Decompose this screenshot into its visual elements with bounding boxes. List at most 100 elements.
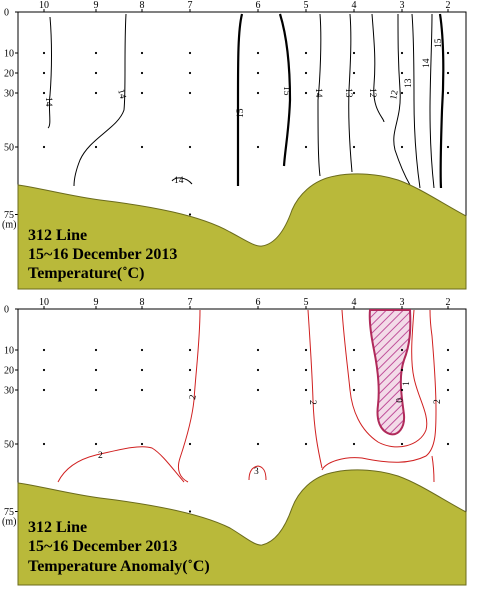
contour-13-east xyxy=(348,13,353,173)
sample-point xyxy=(256,51,260,55)
contour-1 xyxy=(341,309,428,448)
sample-point xyxy=(188,145,192,149)
sample-point xyxy=(188,71,192,75)
contour-label: 12 xyxy=(367,88,377,98)
sample-point xyxy=(352,442,356,446)
anomaly-panel: 10 9 8 7 6 5 4 3 2 0 10 20 30 50 75(m) 2 2 3 2 0 1 2 … xyxy=(2,297,467,586)
station-tick-label: 3 xyxy=(400,0,405,11)
contour-label: 13 xyxy=(343,88,353,98)
contour-2-west xyxy=(57,446,185,483)
sample-points xyxy=(42,51,450,216)
temperature-contours xyxy=(47,13,445,189)
contour-label: 14 xyxy=(43,97,53,107)
sample-point xyxy=(94,91,98,95)
sample-point xyxy=(304,348,308,352)
sample-point xyxy=(188,91,192,95)
station-tick-label: 2 xyxy=(446,0,451,11)
contour-2-right xyxy=(431,455,435,483)
sample-point xyxy=(42,368,46,372)
station-tick-label: 6 xyxy=(256,297,261,308)
station-tick-label: 9 xyxy=(94,0,99,11)
sample-point xyxy=(352,91,356,95)
title-line: 15~16 December 2013 xyxy=(28,246,177,263)
sample-point xyxy=(140,71,144,75)
depth-tick-label: 30 xyxy=(4,89,14,100)
sample-point xyxy=(42,91,46,95)
station-tick-label: 3 xyxy=(400,297,405,308)
sample-point xyxy=(256,71,260,75)
contour-label: 2 xyxy=(188,394,199,401)
station-tick-label: 9 xyxy=(94,297,99,308)
sample-point xyxy=(140,388,144,392)
anomaly-contour-labels: 2 2 3 2 0 1 2 xyxy=(98,381,443,477)
sample-point xyxy=(256,368,260,372)
contour-15-b xyxy=(278,13,292,167)
sample-point xyxy=(42,442,46,446)
sample-point xyxy=(352,348,356,352)
sample-point xyxy=(400,368,404,372)
sample-point xyxy=(140,348,144,352)
sample-point xyxy=(304,71,308,75)
depth-tick-label: 75 xyxy=(4,210,14,221)
sample-point xyxy=(42,51,46,55)
depth-axis: 0 10 20 30 50 75(m) xyxy=(2,305,18,528)
contour-label: 2 xyxy=(98,451,103,461)
contour-14-b xyxy=(73,13,127,187)
contour-15-west xyxy=(236,13,244,186)
contour-12-b xyxy=(393,13,411,186)
station-tick-label: 5 xyxy=(304,0,309,11)
sample-point xyxy=(140,51,144,55)
depth-tick-label: 75 xyxy=(4,507,14,518)
anomaly-contours xyxy=(57,309,437,483)
station-tick-label: 7 xyxy=(188,0,193,11)
sample-point xyxy=(94,368,98,372)
depth-tick-label: 0 xyxy=(4,8,9,19)
title-line: Temperature(˚C) xyxy=(28,265,144,282)
contour-13-b xyxy=(411,13,421,189)
sample-point xyxy=(94,71,98,75)
contour-label: 14 xyxy=(174,176,184,186)
sample-point xyxy=(94,51,98,55)
sample-point xyxy=(140,145,144,149)
contour-label: 15 xyxy=(236,108,246,118)
title-line: Temperature Anomaly(˚C) xyxy=(28,558,210,575)
title-line: 312 Line xyxy=(28,227,87,244)
depth-unit-label: (m) xyxy=(2,517,16,528)
depth-tick-label: 50 xyxy=(4,143,14,154)
title-line: 312 Line xyxy=(28,519,87,536)
contour-label: 2 xyxy=(307,400,317,405)
sample-point xyxy=(256,388,260,392)
sample-point xyxy=(188,368,192,372)
sample-point xyxy=(42,145,46,149)
sample-point xyxy=(352,368,356,372)
sample-point xyxy=(400,388,404,392)
sample-point xyxy=(304,51,308,55)
sample-point xyxy=(352,71,356,75)
contour-14-east xyxy=(317,13,322,177)
sample-point xyxy=(188,442,192,446)
station-axis: 10 9 8 7 6 5 4 3 2 xyxy=(39,297,451,309)
contour-label: 1 xyxy=(402,381,412,386)
station-tick-label: 4 xyxy=(352,297,357,308)
depth-tick-label: 50 xyxy=(4,440,14,451)
temperature-panel: 10 9 8 7 6 5 4 3 2 0 10 20 30 50 75(m) 14 14 14 15 15… xyxy=(2,0,467,290)
sample-point xyxy=(446,51,450,55)
sample-point xyxy=(42,388,46,392)
sample-point xyxy=(94,388,98,392)
sample-point xyxy=(188,510,192,513)
sample-point xyxy=(140,91,144,95)
station-tick-label: 10 xyxy=(39,297,49,308)
sample-point xyxy=(400,51,404,55)
sample-point xyxy=(304,145,308,149)
sample-point xyxy=(304,368,308,372)
title-line: 15~16 December 2013 xyxy=(28,538,177,555)
sample-point xyxy=(304,388,308,392)
depth-axis: 0 10 20 30 50 75(m) xyxy=(2,8,18,231)
contour-label: 0 xyxy=(393,398,403,403)
depth-tick-label: 20 xyxy=(4,69,14,80)
depth-tick-label: 10 xyxy=(4,49,14,60)
sample-point xyxy=(256,145,260,149)
sample-point xyxy=(140,442,144,446)
sample-point xyxy=(188,51,192,55)
